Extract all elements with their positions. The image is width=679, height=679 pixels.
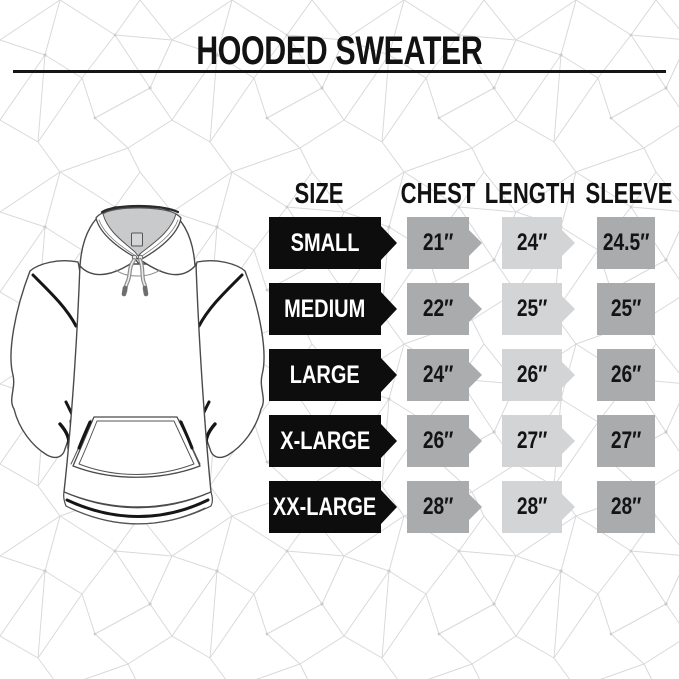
size-chart: SIZE CHEST LENGTH SLEEVE SMALL 21″ 24″ 2… — [269, 180, 679, 540]
size-row: MEDIUM 22″ 25″ 25″ — [269, 283, 679, 335]
arrow-right-icon — [381, 424, 397, 458]
length-value: 24″ — [516, 229, 548, 256]
size-label: MEDIUM — [284, 294, 366, 323]
size-label: X-LARGE — [280, 426, 370, 455]
length-value: 26″ — [516, 361, 548, 388]
column-header-length: LENGTH — [484, 178, 576, 210]
column-header-size: SIZE — [294, 178, 344, 210]
chest-value: 22″ — [422, 295, 454, 322]
size-row: X-LARGE 26″ 27″ 27″ — [269, 415, 679, 467]
sleeve-value-box: 27″ — [597, 415, 655, 467]
hoodie-hood — [79, 204, 196, 277]
chest-value: 21″ — [422, 229, 454, 256]
arrow-right-icon — [381, 226, 397, 260]
length-value-box: 24″ — [502, 217, 575, 269]
chest-value-box: 22″ — [407, 283, 482, 335]
length-value: 27″ — [516, 427, 548, 454]
size-chart-rows: SMALL 21″ 24″ 24.5″ MEDIUM — [269, 217, 679, 547]
length-value: 25″ — [516, 295, 548, 322]
column-header-sleeve: SLEEVE — [585, 178, 673, 210]
hood-tag — [131, 232, 143, 247]
title-underline — [13, 70, 666, 73]
arrow-right-icon — [562, 296, 575, 322]
arrow-right-icon — [562, 362, 575, 388]
page-title: HOODED SWEATER — [0, 31, 679, 71]
arrow-right-icon — [562, 494, 575, 520]
size-label-box: MEDIUM — [269, 283, 397, 335]
chest-value: 28″ — [422, 493, 454, 520]
hoodie-hem-band — [63, 491, 214, 525]
chest-value-box: 24″ — [407, 349, 482, 401]
size-row: LARGE 24″ 26″ 26″ — [269, 349, 679, 401]
sleeve-value-box: 26″ — [597, 349, 655, 401]
chest-value-box: 28″ — [407, 481, 482, 533]
length-value: 28″ — [516, 493, 548, 520]
column-header-chest: CHEST — [400, 178, 476, 210]
chest-value: 24″ — [422, 361, 454, 388]
arrow-right-icon — [381, 490, 397, 524]
arrow-right-icon — [469, 362, 482, 388]
size-row: SMALL 21″ 24″ 24.5″ — [269, 217, 679, 269]
size-label: LARGE — [290, 360, 360, 389]
arrow-right-icon — [562, 428, 575, 454]
size-label-box: LARGE — [269, 349, 397, 401]
length-value-box: 28″ — [502, 481, 575, 533]
sleeve-value: 25″ — [610, 295, 642, 322]
page-title-text: HOODED SWEATER — [196, 29, 483, 73]
length-value-box: 27″ — [502, 415, 575, 467]
sleeve-value: 26″ — [610, 361, 642, 388]
arrow-right-icon — [469, 296, 482, 322]
sleeve-value-box: 24.5″ — [597, 217, 655, 269]
sleeve-value: 27″ — [610, 427, 642, 454]
sleeve-value-box: 25″ — [597, 283, 655, 335]
hoodie-drawstrings — [121, 258, 149, 297]
size-label-box: X-LARGE — [269, 415, 397, 467]
length-value-box: 26″ — [502, 349, 575, 401]
arrow-right-icon — [469, 428, 482, 454]
hoodie-illustration — [10, 204, 266, 525]
arrow-right-icon — [381, 358, 397, 392]
size-label-box: XX-LARGE — [269, 481, 397, 533]
chest-value: 26″ — [422, 427, 454, 454]
arrow-right-icon — [469, 230, 482, 256]
sleeve-value: 24.5″ — [602, 229, 650, 256]
size-label: SMALL — [290, 228, 360, 257]
sleeve-value-box: 28″ — [597, 481, 655, 533]
arrow-right-icon — [469, 494, 482, 520]
arrow-right-icon — [381, 292, 397, 326]
chest-value-box: 21″ — [407, 217, 482, 269]
size-row: XX-LARGE 28″ 28″ 28″ — [269, 481, 679, 533]
length-value-box: 25″ — [502, 283, 575, 335]
size-label: XX-LARGE — [273, 492, 377, 521]
arrow-right-icon — [562, 230, 575, 256]
size-label-box: SMALL — [269, 217, 397, 269]
chest-value-box: 26″ — [407, 415, 482, 467]
sleeve-value: 28″ — [610, 493, 642, 520]
